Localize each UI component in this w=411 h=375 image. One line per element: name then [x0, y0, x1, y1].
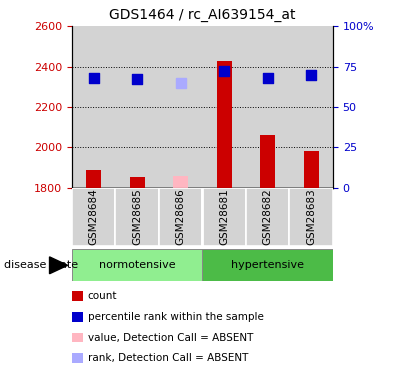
Bar	[72, 188, 115, 246]
Text: disease state: disease state	[4, 260, 78, 270]
Point	[221, 68, 227, 74]
Polygon shape	[49, 257, 67, 274]
Text: GSM28684: GSM28684	[89, 188, 99, 245]
Bar	[173, 176, 188, 188]
Bar	[202, 188, 246, 246]
Point	[308, 72, 314, 78]
Bar	[129, 177, 145, 188]
Bar	[289, 188, 333, 246]
Text: GSM28683: GSM28683	[306, 188, 316, 245]
Bar	[115, 188, 159, 246]
Point	[178, 80, 184, 86]
Text: GSM28685: GSM28685	[132, 188, 142, 245]
Text: hypertensive: hypertensive	[231, 260, 304, 270]
Text: GSM28686: GSM28686	[175, 188, 186, 245]
Text: rank, Detection Call = ABSENT: rank, Detection Call = ABSENT	[88, 353, 248, 363]
Bar	[289, 26, 333, 188]
Text: GSM28682: GSM28682	[263, 188, 272, 245]
Text: normotensive: normotensive	[99, 260, 175, 270]
Point	[134, 76, 141, 82]
Bar	[217, 60, 232, 188]
Text: value, Detection Call = ABSENT: value, Detection Call = ABSENT	[88, 333, 253, 342]
Bar	[72, 26, 115, 188]
Bar	[246, 26, 289, 188]
Bar	[159, 26, 202, 188]
Bar	[202, 26, 246, 188]
Text: percentile rank within the sample: percentile rank within the sample	[88, 312, 263, 322]
Text: GSM28681: GSM28681	[219, 188, 229, 245]
Bar	[202, 249, 333, 281]
Bar	[72, 249, 203, 281]
Bar	[159, 188, 202, 246]
Bar	[115, 26, 159, 188]
Text: count: count	[88, 291, 117, 301]
Bar	[304, 151, 319, 188]
Bar	[260, 135, 275, 188]
Point	[264, 75, 271, 81]
Bar	[246, 188, 289, 246]
Bar	[86, 170, 101, 188]
Title: GDS1464 / rc_AI639154_at: GDS1464 / rc_AI639154_at	[109, 9, 296, 22]
Point	[90, 75, 97, 81]
